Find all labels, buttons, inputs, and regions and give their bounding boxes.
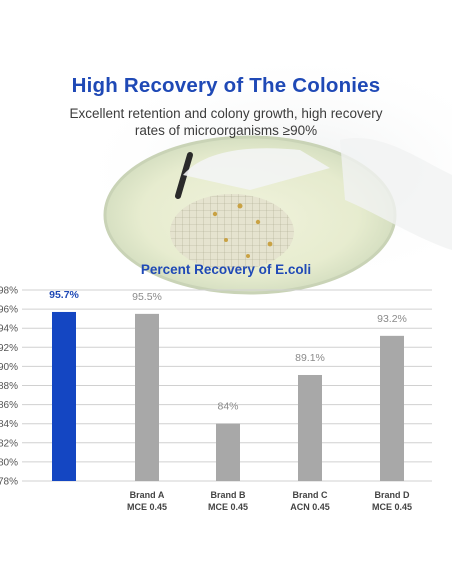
y-tick-label: 88%	[0, 381, 18, 392]
y-tick-label: 80%	[0, 457, 18, 468]
x-category-sublabel: MCE 0.45	[372, 502, 412, 512]
y-tick-label: 94%	[0, 324, 18, 335]
y-tick-label: 86%	[0, 400, 18, 411]
subtitle-line-1: Excellent retention and colony growth, h…	[69, 106, 383, 121]
bar	[216, 423, 240, 481]
bar	[135, 313, 159, 481]
y-tick-label: 92%	[0, 343, 18, 354]
bar	[380, 335, 404, 481]
bar-value-label: 95.7%	[49, 289, 79, 301]
y-tick-label: 98%	[0, 286, 18, 297]
x-category-sublabel: MCE 0.45	[127, 502, 167, 512]
subtitle-line-2: rates of microorganisms ≥90%	[134, 123, 318, 138]
bar	[298, 374, 322, 481]
chart-title: Percent Recovery of E.coli	[140, 262, 312, 277]
y-tick-label: 82%	[0, 438, 18, 449]
x-category-label: Brand C	[292, 490, 328, 500]
y-tick-label: 78%	[0, 477, 18, 488]
y-tick-label: 96%	[0, 305, 18, 316]
bar	[52, 311, 76, 481]
x-category-sublabel: MCE 0.45	[208, 502, 248, 512]
y-tick-label: 90%	[0, 362, 18, 373]
page-title: High Recovery of The Colonies	[71, 74, 381, 97]
x-category-sublabel: ACN 0.45	[290, 502, 330, 512]
bar-value-label: 93.2%	[377, 313, 407, 325]
x-category-label: Brand B	[210, 490, 246, 500]
bar-value-label: 95.5%	[132, 291, 162, 303]
y-tick-label: 84%	[0, 419, 18, 430]
x-category-label: Brand A	[130, 490, 165, 500]
bar-value-label: 84%	[217, 401, 238, 413]
bar-value-label: 89.1%	[295, 352, 325, 364]
x-category-label: Brand D	[374, 490, 410, 500]
